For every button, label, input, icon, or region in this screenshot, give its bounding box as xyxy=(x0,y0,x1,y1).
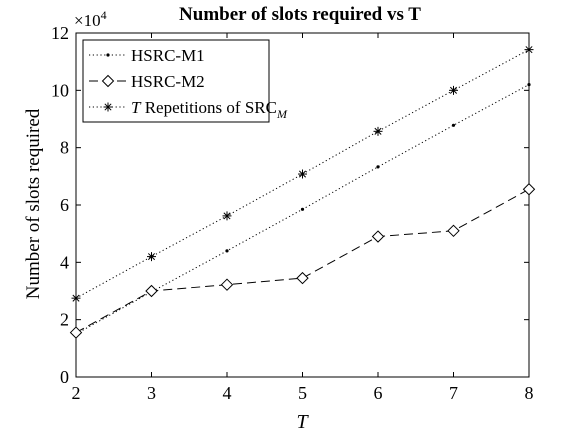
data-point xyxy=(225,249,229,253)
data-point xyxy=(222,211,232,221)
data-point xyxy=(522,183,536,196)
y-tick-label: 12 xyxy=(51,23,69,43)
series-2 xyxy=(69,183,536,339)
series-layer xyxy=(69,45,536,339)
y-tick-label: 2 xyxy=(60,310,69,330)
data-point xyxy=(373,126,383,136)
x-tick-label: 8 xyxy=(525,383,534,403)
data-point xyxy=(103,102,113,112)
y-axis: 0 2 4 6 8 10 12 xyxy=(51,23,529,387)
y-tick-label: 8 xyxy=(60,138,69,158)
y-exponent-label: ×104 xyxy=(74,8,107,30)
x-tick-label: 7 xyxy=(449,383,458,403)
legend-label: T Repetitions of SRCM xyxy=(131,98,288,121)
series-3 xyxy=(71,45,534,303)
data-point xyxy=(71,293,81,303)
x-tick-label: 3 xyxy=(147,383,156,403)
data-point xyxy=(451,123,456,127)
data-point xyxy=(220,278,234,291)
data-point xyxy=(449,85,458,95)
data-point xyxy=(296,271,309,285)
x-axis-label: T xyxy=(296,411,309,433)
data-point xyxy=(106,53,110,57)
legend-label: HSRC-M1 xyxy=(131,46,205,65)
legend-item: HSRC-M2 xyxy=(89,72,205,91)
data-point xyxy=(298,169,307,179)
data-point xyxy=(527,83,531,87)
data-point xyxy=(447,224,460,238)
legend: HSRC-M1 HSRC-M2 T Repetitions of SRCM xyxy=(82,39,288,123)
legend-item: T Repetitions of SRCM xyxy=(89,98,288,121)
data-point xyxy=(101,74,115,88)
x-tick-label: 2 xyxy=(72,383,81,403)
y-tick-label: 4 xyxy=(60,252,69,272)
data-point xyxy=(69,326,83,339)
y-tick-label: 6 xyxy=(60,195,69,215)
data-point xyxy=(376,165,380,169)
x-tick-label: 6 xyxy=(374,383,383,403)
y-axis-label: Number of slots required xyxy=(23,108,44,299)
legend-item: HSRC-M1 xyxy=(89,46,205,65)
data-point xyxy=(371,230,385,243)
x-tick-label: 4 xyxy=(223,383,232,403)
data-point xyxy=(524,45,534,55)
x-axis: 2 3 4 5 6 7 8 xyxy=(72,33,534,403)
legend-label: HSRC-M2 xyxy=(131,72,205,91)
data-point xyxy=(145,284,158,298)
x-tick-label: 5 xyxy=(298,383,307,403)
data-point xyxy=(147,252,156,262)
y-tick-label: 10 xyxy=(51,80,69,100)
chart-title: Number of slots required vs T xyxy=(179,4,421,25)
data-point xyxy=(300,207,305,211)
y-tick-label: 0 xyxy=(60,367,69,387)
